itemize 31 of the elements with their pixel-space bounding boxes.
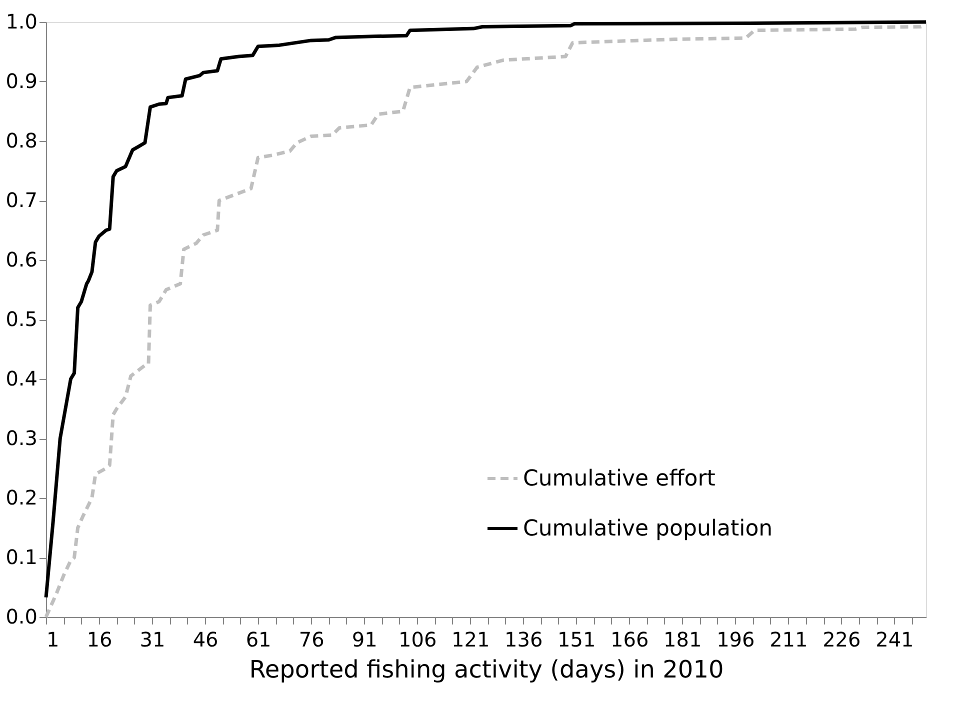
y-tick-label: 0.0 (6, 604, 38, 628)
y-tick-label: 0.2 (6, 486, 38, 510)
y-tick-label: 0.5 (6, 307, 38, 331)
x-tick-label: 166 (610, 628, 649, 652)
x-tick-label: 61 (246, 628, 272, 652)
y-tick-label: 0.9 (6, 69, 38, 93)
x-tick-label: 226 (822, 628, 861, 652)
x-tick-label: 76 (298, 628, 324, 652)
x-tick-label: 16 (86, 628, 112, 652)
y-tick-label: 0.7 (6, 188, 38, 212)
x-tick-label: 121 (452, 628, 490, 652)
x-tick-label: 211 (770, 628, 808, 652)
x-tick-label: 91 (352, 628, 378, 652)
y-tick-label: 0.4 (6, 366, 38, 390)
x-tick-label: 151 (558, 628, 596, 652)
x-tick-label: 106 (398, 628, 437, 652)
y-tick-label: 0.6 (6, 248, 38, 272)
y-tick-label: 0.1 (6, 545, 38, 569)
y-tick-label: 0.8 (6, 128, 38, 152)
y-tick-label: 1.0 (6, 10, 38, 34)
legend-label: Cumulative population (523, 516, 773, 542)
x-tick-label: 241 (876, 628, 914, 652)
x-tick-label: 46 (192, 628, 218, 652)
x-tick-label: 196 (716, 628, 755, 652)
x-tick-label: 31 (140, 628, 166, 652)
y-tick-label: 0.3 (6, 426, 38, 450)
x-axis-title: Reported fishing activity (days) in 2010 (249, 656, 724, 684)
x-tick-label: 181 (664, 628, 702, 652)
x-tick-label: 136 (504, 628, 543, 652)
x-tick-label: 1 (46, 628, 60, 652)
legend-label: Cumulative effort (523, 466, 716, 492)
